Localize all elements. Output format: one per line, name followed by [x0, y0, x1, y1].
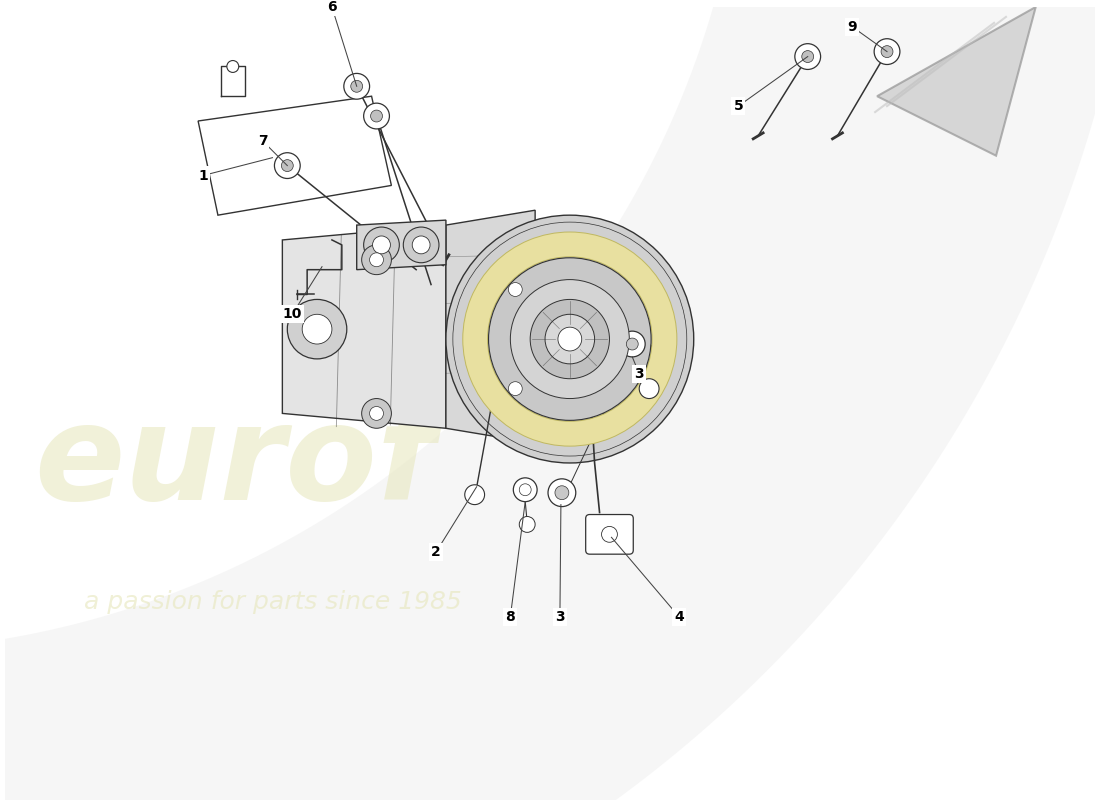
Circle shape	[619, 331, 646, 357]
Circle shape	[344, 74, 370, 99]
Circle shape	[373, 236, 390, 254]
Circle shape	[370, 406, 384, 420]
Circle shape	[351, 80, 363, 92]
Circle shape	[508, 382, 522, 395]
Circle shape	[519, 484, 531, 496]
Circle shape	[795, 44, 821, 70]
Text: 9: 9	[847, 20, 857, 34]
Circle shape	[802, 50, 814, 62]
Circle shape	[302, 314, 332, 344]
Circle shape	[371, 110, 383, 122]
Text: 3: 3	[635, 366, 643, 381]
Text: 7: 7	[257, 134, 267, 148]
Text: 3: 3	[556, 610, 564, 624]
Circle shape	[514, 478, 537, 502]
Circle shape	[446, 215, 694, 463]
Polygon shape	[877, 7, 1036, 156]
Circle shape	[404, 227, 439, 262]
Circle shape	[370, 253, 384, 266]
Text: 1: 1	[198, 169, 208, 182]
Circle shape	[556, 486, 569, 500]
Polygon shape	[356, 220, 446, 270]
Circle shape	[602, 526, 617, 542]
Polygon shape	[198, 96, 392, 215]
Circle shape	[508, 282, 522, 297]
Circle shape	[874, 38, 900, 65]
Circle shape	[364, 103, 389, 129]
Text: 4: 4	[674, 610, 684, 624]
Circle shape	[362, 398, 392, 428]
Circle shape	[362, 245, 392, 274]
Circle shape	[510, 279, 629, 398]
Polygon shape	[283, 225, 446, 428]
Circle shape	[287, 299, 346, 359]
Text: 8: 8	[506, 610, 515, 624]
Circle shape	[530, 299, 609, 378]
Text: 5: 5	[734, 99, 744, 113]
Circle shape	[881, 46, 893, 58]
Text: a passion for parts since 1985: a passion for parts since 1985	[84, 590, 462, 614]
FancyBboxPatch shape	[585, 514, 634, 554]
Text: eurof: eurof	[34, 398, 436, 528]
Circle shape	[227, 61, 239, 73]
Circle shape	[364, 227, 399, 262]
Circle shape	[626, 338, 638, 350]
Circle shape	[282, 160, 294, 171]
Polygon shape	[446, 210, 535, 443]
Circle shape	[558, 327, 582, 351]
Circle shape	[500, 374, 530, 403]
Circle shape	[274, 153, 300, 178]
Circle shape	[548, 479, 575, 506]
Circle shape	[500, 274, 530, 304]
Text: 10: 10	[283, 307, 302, 322]
Circle shape	[519, 517, 535, 532]
Circle shape	[639, 378, 659, 398]
Circle shape	[544, 314, 595, 364]
Circle shape	[412, 236, 430, 254]
Circle shape	[465, 485, 485, 505]
Wedge shape	[463, 232, 676, 446]
Text: 2: 2	[431, 545, 441, 559]
Text: 6: 6	[327, 0, 337, 14]
Circle shape	[488, 258, 651, 420]
